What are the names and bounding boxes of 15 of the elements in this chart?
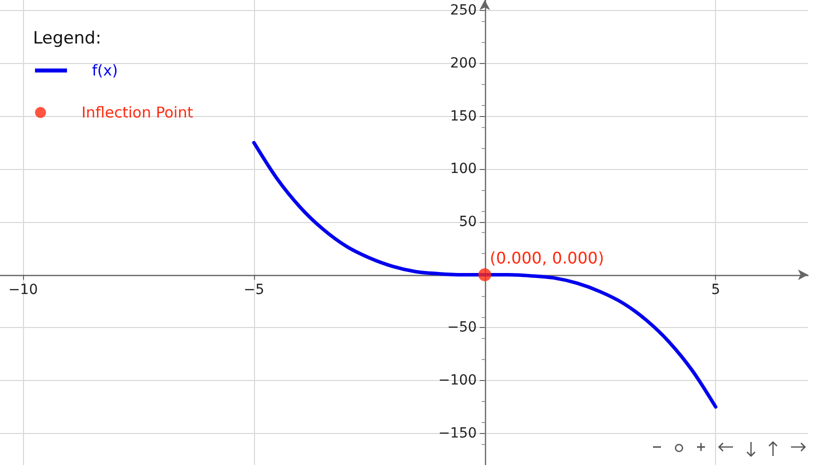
legend-title: Legend: [33,28,102,48]
x-tick-label: −5 [244,282,264,298]
y-tick-label: 100 [450,161,477,178]
legend-label: Inflection Point [82,104,194,122]
y-tick-label: 200 [450,55,477,72]
y-tick-label: −50 [447,320,477,336]
y-tick-label: 50 [458,214,477,230]
x-tick-label: −10 [8,282,38,298]
legend-label: f(x) [92,62,118,80]
annotation: (0.000, 0.000) [490,248,604,268]
x-tick-label: 5 [711,282,720,298]
y-tick-label: −100 [438,372,477,388]
y-tick-label: 250 [450,2,477,19]
y-tick-label: 150 [450,108,477,124]
y-tick-label: −150 [438,425,477,442]
